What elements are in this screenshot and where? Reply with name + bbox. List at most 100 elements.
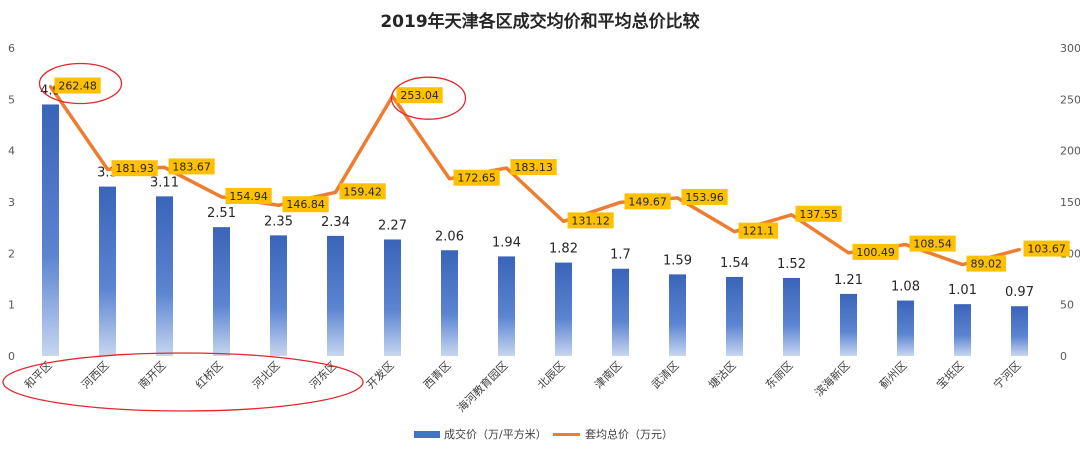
- line-label-box: [567, 212, 614, 229]
- line-label-box: [225, 187, 272, 204]
- bar-value-label: 0.97: [1005, 285, 1034, 300]
- line-point: [961, 263, 964, 267]
- category-label: 宁河区: [990, 358, 1023, 391]
- line-label-box: [453, 169, 500, 186]
- bar-value-label: 1.52: [777, 257, 806, 272]
- line-value-label: 153.96: [685, 191, 724, 204]
- line-label-box: [852, 243, 899, 260]
- bar-value-label: 2.06: [435, 229, 464, 244]
- line-value-label: 154.94: [229, 190, 268, 203]
- category-label: 红桥区: [193, 359, 226, 392]
- category-label: 东丽区: [763, 359, 796, 392]
- bar-value-label: 2.51: [207, 206, 236, 221]
- right-axis-tick: 50: [1060, 299, 1074, 312]
- line-label-box: [54, 77, 101, 94]
- left-axis-tick: 0: [8, 350, 15, 363]
- line-value-label: 172.65: [457, 172, 496, 185]
- line-point: [562, 219, 565, 223]
- line-point: [790, 213, 793, 217]
- category-label: 河北区: [250, 359, 283, 392]
- bar-value-label: 3.11: [150, 175, 179, 190]
- line-value-label: 183.13: [514, 161, 553, 174]
- bar: [783, 277, 800, 356]
- left-axis-tick: 1: [8, 299, 15, 312]
- category-label: 塘沽区: [705, 358, 738, 391]
- category-label: 河西区: [79, 359, 112, 392]
- bar: [270, 235, 287, 356]
- legend-bar-swatch: [414, 431, 440, 438]
- line-point: [733, 230, 736, 234]
- line-point: [1018, 248, 1021, 252]
- line-value-label: 183.67: [172, 160, 211, 173]
- bar-value-label: 1.54: [720, 256, 749, 271]
- line-label-box: [168, 158, 215, 175]
- line-value-label: 262.48: [58, 80, 97, 93]
- right-axis-tick: 200: [1060, 145, 1080, 158]
- bar-series: [42, 104, 1028, 356]
- left-axis-tick: 3: [8, 196, 15, 209]
- line-label-box: [681, 188, 728, 205]
- bar: [498, 256, 515, 356]
- bar: [156, 196, 173, 356]
- legend-line-label: 套均总价（万元）: [585, 427, 673, 441]
- category-label: 西青区: [421, 359, 454, 392]
- line-point: [847, 251, 850, 255]
- line-label-box: [282, 196, 329, 213]
- category-label: 开发区: [363, 358, 396, 391]
- left-axis-tick: 6: [8, 42, 15, 55]
- right-axis-tick: 300: [1060, 42, 1080, 55]
- bar: [441, 250, 458, 356]
- line-value-label: 108.54: [913, 238, 952, 251]
- bar: [612, 268, 629, 356]
- bar-value-label: 1.7: [610, 248, 631, 263]
- bar-value-label: 1.94: [492, 235, 521, 250]
- line-point: [904, 243, 907, 247]
- line-value-label: 121.1: [743, 225, 775, 238]
- line-point: [106, 167, 109, 171]
- line-label-box: [966, 255, 1006, 272]
- category-label: 南开区: [136, 359, 169, 392]
- bar: [897, 300, 914, 356]
- bar: [42, 104, 59, 356]
- category-label: 海河教育园区: [454, 358, 511, 415]
- right-axis-tick: 150: [1060, 196, 1080, 209]
- bar-value-label: 1.82: [549, 242, 578, 257]
- line-value-label: 181.93: [115, 162, 154, 175]
- bar: [726, 276, 743, 356]
- chart-title: 2019年天津各区成交均价和平均总价比较: [380, 11, 699, 32]
- bar-value-labels: 4.93.33.112.512.35 2.34 2.272.06 1.94 1.82 1.…: [40, 83, 1034, 300]
- bar-value-label: 1.59: [663, 253, 692, 268]
- bar: [327, 235, 344, 356]
- line-series: [49, 85, 1021, 267]
- left-axis-tick: 5: [8, 93, 15, 106]
- legend[interactable]: 成交价（万/平方米） 套均总价（万元）: [414, 427, 673, 441]
- bar-value-label: 2.34: [321, 215, 350, 230]
- bar: [1011, 306, 1028, 356]
- line-value-label: 137.55: [799, 208, 838, 221]
- category-label: 武清区: [649, 359, 682, 392]
- category-labels: 和平区 河西区 南开区 红桥区 河北区 河东区 开发区 西青区 海河教育园区 北辰区 津南区 武清区塘…: [22, 358, 1024, 415]
- bar-value-label: 2.35: [264, 214, 293, 229]
- line-point: [448, 177, 451, 181]
- annotations: [2, 62, 467, 412]
- line-point: [49, 85, 52, 89]
- line-point: [505, 166, 508, 170]
- bar: [840, 293, 857, 356]
- line-label-box: [624, 193, 671, 210]
- bar: [99, 186, 116, 356]
- bar: [384, 239, 401, 356]
- line-point: [163, 165, 166, 169]
- bar-value-label: 1.08: [891, 280, 920, 295]
- category-label: 津南区: [592, 359, 625, 392]
- highlight-ellipse-urban-districts: [2, 352, 364, 412]
- line-value-label: 149.67: [628, 195, 667, 208]
- bar-value-label: 2.27: [378, 218, 407, 233]
- category-label: 和平区: [22, 359, 55, 392]
- line-value-label: 253.04: [400, 89, 439, 102]
- line-point: [676, 196, 679, 200]
- line-label-box: [795, 205, 842, 222]
- right-axis-tick: 0: [1060, 350, 1067, 363]
- line-value-label: 159.42: [343, 185, 382, 198]
- bar: [954, 304, 971, 356]
